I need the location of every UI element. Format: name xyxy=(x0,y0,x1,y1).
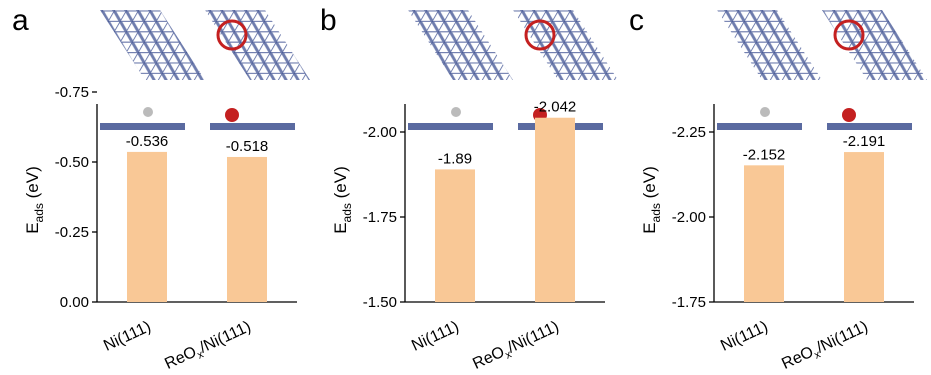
adsorbate xyxy=(143,107,153,117)
bar xyxy=(535,117,575,302)
structure-images xyxy=(100,10,927,130)
y-tick-label: -2.00 xyxy=(672,209,706,226)
structure-image xyxy=(100,10,310,130)
bar xyxy=(127,151,167,302)
bar xyxy=(744,165,784,302)
adsorbate xyxy=(216,19,248,51)
side-view xyxy=(210,123,295,130)
y-axis-label-part: E xyxy=(640,222,659,233)
x-tick-label-part: /Ni(111) xyxy=(814,318,871,356)
value-label: -2.152 xyxy=(743,146,786,163)
y-axis-label-part: ads xyxy=(32,203,46,222)
value-label: -0.536 xyxy=(126,133,169,150)
bar xyxy=(227,156,267,302)
value-label: -1.89 xyxy=(438,150,472,167)
y-tick-label: -1.50 xyxy=(363,294,397,311)
x-tick-label-part: ReO xyxy=(470,344,507,373)
value-label: -0.518 xyxy=(226,138,269,155)
y-axis-label-part: ads xyxy=(340,203,354,222)
y-tick-label: -0.25 xyxy=(55,224,89,241)
y-tick-label: -1.75 xyxy=(363,209,397,226)
x-tick-label-part: /Ni(111) xyxy=(197,318,254,356)
bar xyxy=(435,169,475,302)
y-tick-label: -2.00 xyxy=(363,124,397,141)
y-axis-label: Eads (eV) xyxy=(23,166,46,234)
x-tick-label: ReOx/Ni(111) xyxy=(162,318,255,375)
x-tick-label-part: Ni(111) xyxy=(101,318,154,355)
x-tick-label: ReOx/Ni(111) xyxy=(779,318,872,375)
value-label: -2.191 xyxy=(843,133,886,150)
top-view xyxy=(822,10,927,80)
y-axis-label-part: ads xyxy=(649,203,663,222)
adsorbate xyxy=(833,19,865,51)
panel-label: a xyxy=(12,4,29,37)
top-view xyxy=(100,10,205,80)
x-tick-label-part: Ni(111) xyxy=(718,318,771,355)
x-tick-label: Ni(111) xyxy=(718,318,771,355)
bar xyxy=(844,152,884,302)
adsorbate xyxy=(225,108,239,122)
panel-label: c xyxy=(629,4,644,37)
y-tick-label: -0.75 xyxy=(55,84,89,101)
y-tick-label: -1.75 xyxy=(672,294,706,311)
x-tick-label: Ni(111) xyxy=(101,318,154,355)
side-view xyxy=(717,123,802,130)
y-axis-label: Eads (eV) xyxy=(640,166,663,234)
top-view xyxy=(205,10,310,80)
y-axis-label-part: E xyxy=(331,222,350,233)
adsorbate xyxy=(842,108,856,122)
adsorbate xyxy=(524,19,556,51)
adsorbate xyxy=(451,107,461,117)
x-tick-label-part: ReO xyxy=(779,344,816,373)
y-tick-label: -0.50 xyxy=(55,154,89,171)
side-view xyxy=(408,123,493,130)
x-tick-label-part: Ni(111) xyxy=(409,318,462,355)
value-label: -2.042 xyxy=(534,99,577,116)
side-view xyxy=(100,123,185,130)
structure-image xyxy=(408,10,618,130)
y-axis-label-part: (eV) xyxy=(23,166,42,203)
x-tick-label-part: /Ni(111) xyxy=(505,318,562,356)
structure-image xyxy=(717,10,927,130)
x-tick-label-part: x xyxy=(812,348,823,361)
top-view xyxy=(717,10,822,80)
x-tick-label-part: ReO xyxy=(162,344,199,373)
y-axis-label-part: E xyxy=(23,222,42,233)
x-tick-label: Ni(111) xyxy=(409,318,462,355)
x-tick-label-part: x xyxy=(195,348,206,361)
side-view xyxy=(827,123,912,130)
panel-label: b xyxy=(320,4,337,37)
x-tick-label-part: x xyxy=(503,348,514,361)
y-axis-label: Eads (eV) xyxy=(331,166,354,234)
y-tick-label: -2.25 xyxy=(672,124,706,141)
top-view xyxy=(513,10,618,80)
y-tick-label: 0.00 xyxy=(60,294,89,311)
x-tick-label: ReOx/Ni(111) xyxy=(470,318,563,375)
y-axis-label-part: (eV) xyxy=(640,166,659,203)
top-view xyxy=(408,10,513,80)
y-axis-label-part: (eV) xyxy=(331,166,350,203)
adsorbate xyxy=(760,107,770,117)
